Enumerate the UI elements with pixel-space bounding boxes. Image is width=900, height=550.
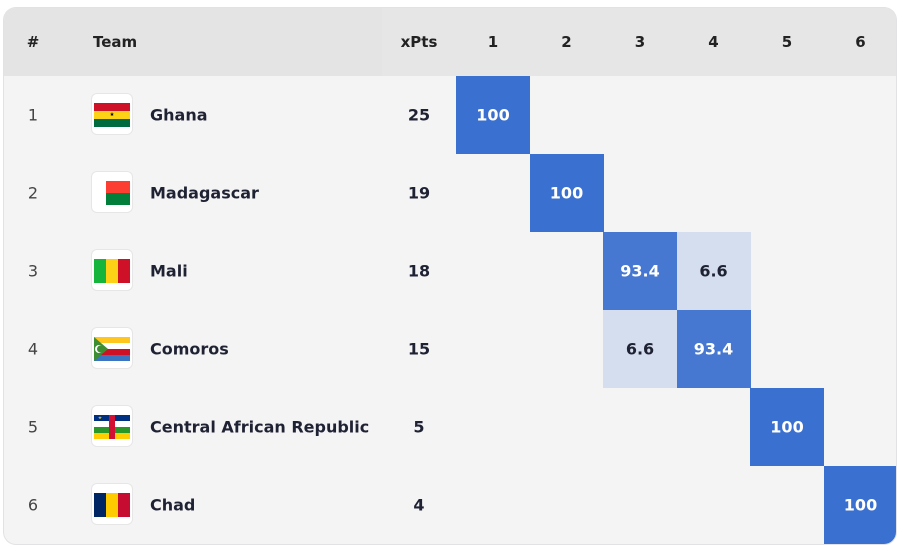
team-name: Mali bbox=[150, 261, 188, 281]
xpts: 25 bbox=[407, 105, 431, 125]
probability-cell: 93.4 bbox=[603, 232, 677, 310]
probability-label: 100 bbox=[843, 495, 878, 515]
header-cell: 5 bbox=[781, 33, 793, 51]
xpts: 18 bbox=[407, 261, 431, 281]
flag-icon bbox=[94, 493, 130, 517]
team-flag bbox=[92, 328, 132, 368]
rank: 2 bbox=[27, 183, 39, 203]
team-flag bbox=[92, 406, 132, 446]
flag-icon bbox=[94, 337, 130, 361]
rank: 4 bbox=[27, 339, 39, 359]
probability-cell: 6.6 bbox=[603, 310, 677, 388]
header-cell: xPts bbox=[400, 33, 438, 51]
probability-label: 93.4 bbox=[620, 261, 660, 281]
table-header bbox=[4, 8, 896, 76]
probability-cell: 100 bbox=[750, 388, 824, 466]
team-flag bbox=[92, 250, 132, 290]
probability-cell: 6.6 bbox=[676, 232, 751, 310]
header-cell: 3 bbox=[634, 33, 646, 51]
rank: 1 bbox=[27, 105, 39, 125]
rank: 6 bbox=[27, 495, 39, 515]
xpts: 19 bbox=[407, 183, 431, 203]
rank: 5 bbox=[27, 417, 39, 437]
team-flag bbox=[92, 94, 132, 134]
team-name: Chad bbox=[150, 495, 196, 515]
probability-cell: 100 bbox=[823, 466, 896, 544]
probability-label: 6.6 bbox=[625, 339, 655, 359]
probability-label: 93.4 bbox=[693, 339, 734, 359]
flag-icon bbox=[94, 259, 130, 283]
team-name: Ghana bbox=[150, 105, 208, 125]
team-name: Madagascar bbox=[150, 183, 259, 203]
probability-label: 100 bbox=[549, 183, 584, 203]
header-cell: # bbox=[26, 33, 40, 51]
team-name: Central African Republic bbox=[150, 417, 370, 437]
header-cell: 6 bbox=[855, 33, 866, 51]
header-cell: Team bbox=[93, 33, 138, 51]
probability-cell: 100 bbox=[456, 76, 530, 154]
flag-icon bbox=[94, 103, 130, 127]
probability-cell: 93.4 bbox=[676, 310, 751, 388]
standings-table: # Team xPts 1 2 3 4 5 6 1 Ghana 25 100 2 Madagascar 19 1… bbox=[4, 8, 896, 544]
probability-label: 100 bbox=[476, 105, 510, 125]
probability-label: 6.6 bbox=[699, 261, 728, 281]
xpts: 4 bbox=[413, 495, 425, 515]
flag-icon bbox=[94, 415, 130, 439]
probability-cell: 100 bbox=[529, 154, 604, 232]
rank: 3 bbox=[27, 261, 39, 281]
header-shade bbox=[382, 8, 896, 76]
team-flag bbox=[92, 172, 132, 212]
team-name: Comoros bbox=[150, 339, 229, 359]
team-flag bbox=[92, 484, 132, 524]
probability-label: 100 bbox=[770, 417, 804, 437]
header-cell: 1 bbox=[487, 33, 499, 51]
header-cell: 2 bbox=[561, 33, 572, 51]
xpts: 5 bbox=[413, 417, 425, 437]
xpts: 15 bbox=[407, 339, 431, 359]
flag-icon bbox=[94, 181, 130, 205]
header-cell: 4 bbox=[708, 33, 719, 51]
